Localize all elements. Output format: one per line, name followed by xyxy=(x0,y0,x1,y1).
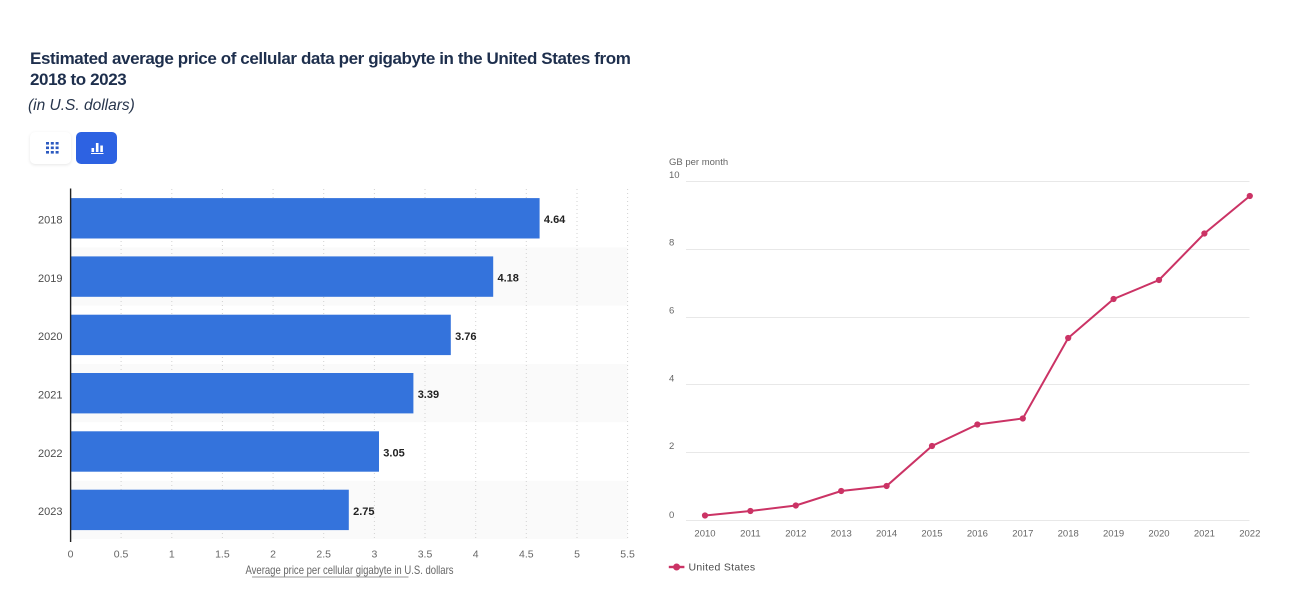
svg-text:2015: 2015 xyxy=(921,529,942,540)
svg-text:6: 6 xyxy=(669,306,674,317)
svg-text:0.5: 0.5 xyxy=(114,549,129,561)
svg-text:2017: 2017 xyxy=(1012,529,1033,540)
svg-text:2022: 2022 xyxy=(38,448,62,460)
svg-text:0: 0 xyxy=(669,510,674,521)
svg-text:0: 0 xyxy=(68,549,74,561)
svg-text:2023: 2023 xyxy=(38,506,62,518)
svg-text:3.5: 3.5 xyxy=(418,549,433,561)
svg-text:2010: 2010 xyxy=(694,529,715,540)
svg-text:Average price per cellular gig: Average price per cellular gigabyte in U… xyxy=(246,563,454,577)
svg-text:United States: United States xyxy=(689,562,756,574)
svg-text:2013: 2013 xyxy=(831,529,852,540)
svg-text:3.39: 3.39 xyxy=(418,389,439,401)
svg-text:2016: 2016 xyxy=(967,529,988,540)
svg-text:4.5: 4.5 xyxy=(519,549,534,561)
svg-text:2.75: 2.75 xyxy=(353,506,374,518)
svg-text:5.5: 5.5 xyxy=(620,549,635,561)
svg-text:1: 1 xyxy=(169,549,175,561)
svg-text:4: 4 xyxy=(669,373,674,384)
svg-text:2018: 2018 xyxy=(1058,529,1079,540)
svg-text:2022: 2022 xyxy=(1239,529,1260,540)
svg-text:2: 2 xyxy=(669,441,674,452)
svg-text:2021: 2021 xyxy=(38,390,62,402)
svg-text:2020: 2020 xyxy=(38,331,62,343)
svg-text:8: 8 xyxy=(669,238,674,249)
svg-text:2019: 2019 xyxy=(1103,529,1124,540)
svg-text:2011: 2011 xyxy=(740,529,760,540)
svg-text:2018: 2018 xyxy=(38,215,62,227)
svg-text:1.5: 1.5 xyxy=(215,549,230,561)
svg-text:2019: 2019 xyxy=(38,273,62,285)
svg-text:10: 10 xyxy=(669,170,680,181)
svg-text:5: 5 xyxy=(574,549,580,561)
svg-text:4: 4 xyxy=(473,549,479,561)
svg-text:GB per month: GB per month xyxy=(669,157,728,168)
svg-text:2012: 2012 xyxy=(785,529,806,540)
svg-text:2014: 2014 xyxy=(876,529,897,540)
svg-text:4.64: 4.64 xyxy=(544,214,566,226)
svg-text:4.18: 4.18 xyxy=(498,273,519,285)
svg-text:3.05: 3.05 xyxy=(383,447,404,459)
svg-text:3.76: 3.76 xyxy=(455,331,476,343)
svg-text:2: 2 xyxy=(270,549,276,561)
svg-text:3: 3 xyxy=(371,549,377,561)
svg-text:2.5: 2.5 xyxy=(316,549,331,561)
svg-text:2021: 2021 xyxy=(1194,529,1215,540)
svg-text:2020: 2020 xyxy=(1148,529,1169,540)
